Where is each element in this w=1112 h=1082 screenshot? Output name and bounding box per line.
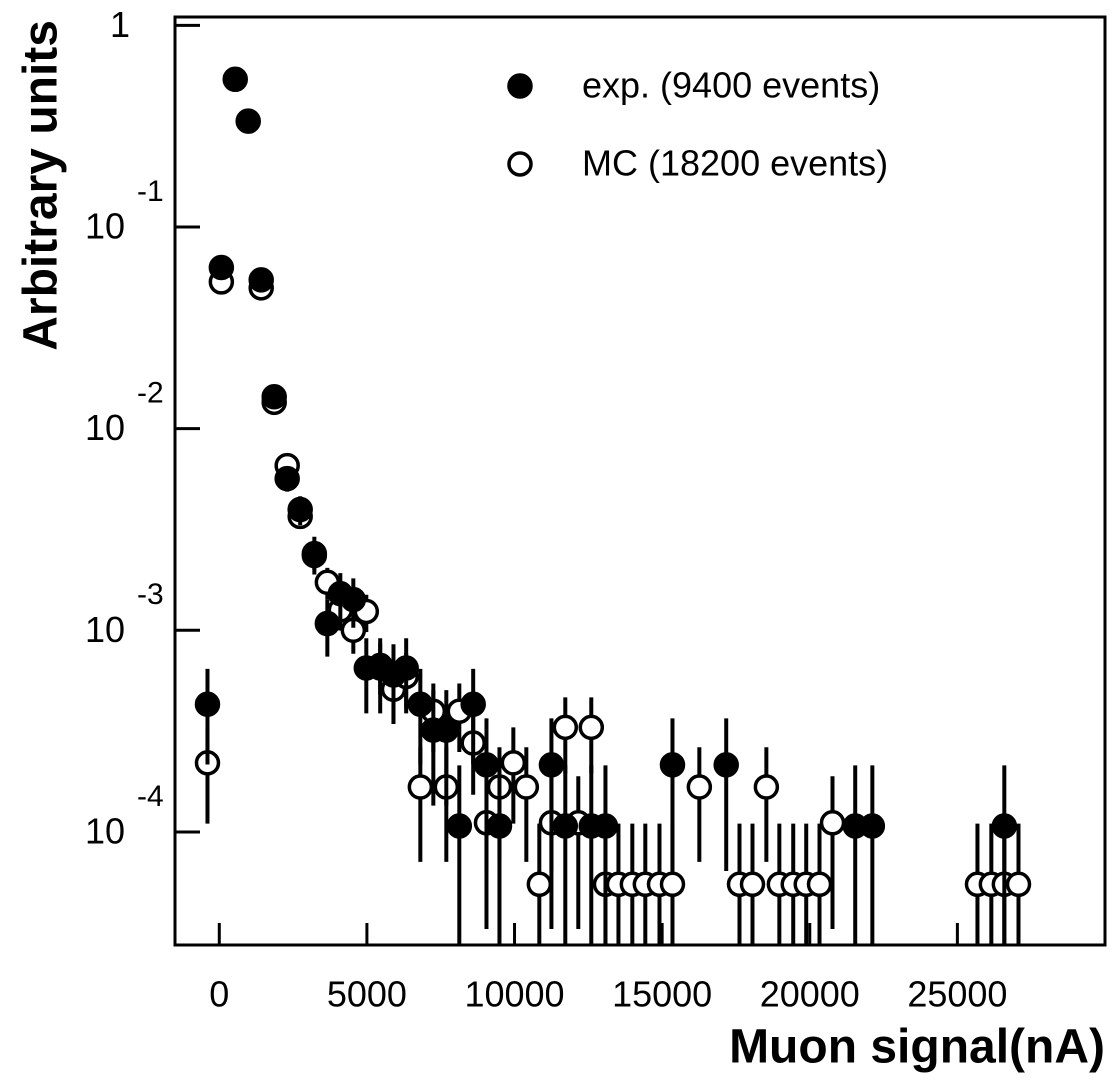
x-axis-title: Muon signal(nA) xyxy=(729,1021,1105,1074)
data-point xyxy=(592,813,619,839)
y-tick-exponent: -3 xyxy=(137,578,164,611)
data-point xyxy=(552,714,579,741)
data-point xyxy=(526,871,553,898)
data-point xyxy=(407,774,434,800)
y-tick-exponent: -2 xyxy=(137,377,164,410)
data-point xyxy=(806,871,833,898)
y-tick-label: 10 xyxy=(85,407,125,448)
legend-label: exp. (9400 events) xyxy=(582,65,880,106)
data-point xyxy=(393,655,419,681)
data-point xyxy=(739,871,766,898)
x-tick-label: 15000 xyxy=(612,974,712,1015)
legend-marker xyxy=(507,73,533,99)
y-tick-label: 10 xyxy=(85,810,125,851)
data-point xyxy=(578,714,605,741)
y-axis-title: Arbitrary units xyxy=(15,20,68,351)
data-point xyxy=(314,610,341,637)
plot-frame xyxy=(173,15,1107,947)
data-point xyxy=(446,813,473,839)
data-point xyxy=(222,66,248,93)
data-point xyxy=(208,254,235,281)
data-point xyxy=(486,813,513,839)
x-tick-label: 0 xyxy=(209,974,229,1015)
data-layer xyxy=(194,66,1032,945)
data-point xyxy=(287,496,313,523)
data-point xyxy=(500,750,527,776)
data-point xyxy=(235,108,261,134)
data-point xyxy=(1005,871,1032,898)
y-tick-label: 1 xyxy=(110,4,130,45)
data-point xyxy=(473,752,500,778)
y-tick-exponent: -1 xyxy=(137,175,164,208)
data-point xyxy=(513,774,540,800)
data-point xyxy=(753,774,780,800)
data-point xyxy=(538,752,565,778)
data-point xyxy=(433,717,460,743)
data-point xyxy=(991,813,1018,839)
y-tick-label: 10 xyxy=(85,609,125,650)
data-point xyxy=(659,752,686,778)
data-point xyxy=(340,586,367,613)
x-tick-label: 10000 xyxy=(464,974,564,1015)
data-point xyxy=(301,540,328,567)
data-point xyxy=(407,691,434,717)
data-point xyxy=(659,871,686,898)
data-point xyxy=(460,691,486,717)
x-tick-label: 5000 xyxy=(327,974,407,1015)
data-point xyxy=(819,810,846,836)
data-point xyxy=(274,465,300,492)
x-tick-label: 20000 xyxy=(760,974,860,1015)
y-tick-exponent: -4 xyxy=(137,780,164,813)
y-tick-label: 10 xyxy=(85,206,125,247)
data-point xyxy=(859,813,886,839)
legend-marker xyxy=(507,151,533,177)
data-point xyxy=(248,267,274,293)
data-point xyxy=(194,691,221,717)
data-point xyxy=(552,813,579,839)
data-point xyxy=(686,774,713,800)
data-point xyxy=(713,752,739,778)
x-tick-label: 25000 xyxy=(907,974,1007,1015)
data-point xyxy=(261,383,287,410)
legend-label: MC (18200 events) xyxy=(582,143,888,184)
